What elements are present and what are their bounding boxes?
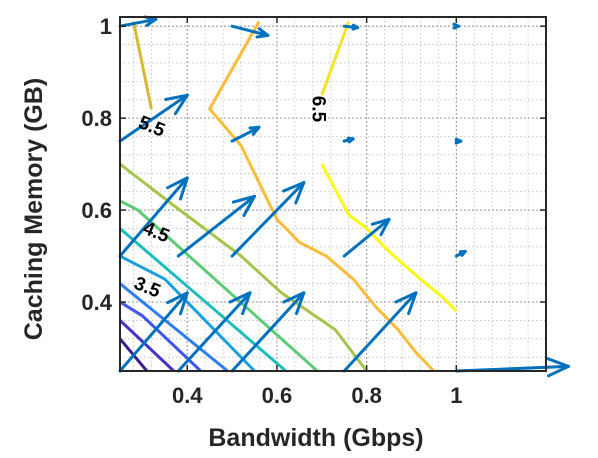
contour-line — [132, 21, 153, 110]
contour-line — [119, 254, 256, 373]
quiver-arrow — [342, 217, 391, 258]
contour-label: 5.5 — [135, 112, 168, 142]
quiver-arrow — [342, 23, 360, 31]
contour-line — [119, 227, 287, 373]
y-tick-label: 1 — [100, 14, 112, 39]
contour-label: 4.5 — [140, 218, 173, 248]
quiver-arrow — [118, 291, 189, 373]
contour-line — [320, 21, 351, 96]
contour-line — [118, 319, 175, 373]
y-tick-labels: 0.4 0.6 0.8 1 — [81, 14, 112, 315]
contour-line — [320, 163, 458, 313]
contour-line — [119, 162, 368, 372]
quiver-arrow — [118, 93, 189, 143]
minor-grid — [120, 17, 547, 371]
contour-line — [208, 20, 435, 373]
quiver-arrow — [176, 194, 257, 258]
y-axis-title: Caching Memory (GB) — [20, 78, 48, 341]
quiver-arrow — [454, 137, 463, 145]
contour-label: 6.5 — [307, 96, 328, 123]
quiver-arrow — [230, 181, 306, 258]
quiver-arrow — [118, 176, 189, 258]
x-tick-label: 0.6 — [262, 383, 293, 408]
x-tick-label: 0.4 — [172, 383, 203, 408]
quiver-arrow — [176, 291, 252, 373]
x-axis-title: Bandwidth (Gbps) — [208, 424, 423, 452]
quiver-arrow — [454, 249, 467, 258]
plot-axes-box — [119, 16, 547, 372]
quiver-arrow — [454, 357, 570, 378]
major-grid — [120, 17, 546, 371]
contour-line — [119, 282, 229, 373]
contour-line — [119, 199, 319, 373]
quiver-arrow — [342, 136, 355, 144]
x-tick-labels: 0.4 0.6 0.8 1 — [172, 383, 462, 408]
quiver-arrows — [118, 15, 570, 378]
y-tick-label: 0.6 — [81, 198, 112, 223]
quiver-arrow — [230, 24, 270, 39]
axis-ticks — [120, 17, 546, 371]
y-tick-label: 0.4 — [81, 290, 112, 315]
y-tick-label: 0.8 — [81, 106, 112, 131]
quiver-arrow — [452, 22, 461, 30]
quiver-arrow — [342, 291, 418, 373]
quiver-arrow — [118, 15, 158, 28]
contour-line — [119, 300, 202, 373]
x-tick-label: 0.8 — [351, 383, 382, 408]
x-tick-label: 1 — [450, 383, 462, 408]
quiver-arrow — [230, 125, 261, 143]
quiver-arrow — [230, 291, 306, 373]
